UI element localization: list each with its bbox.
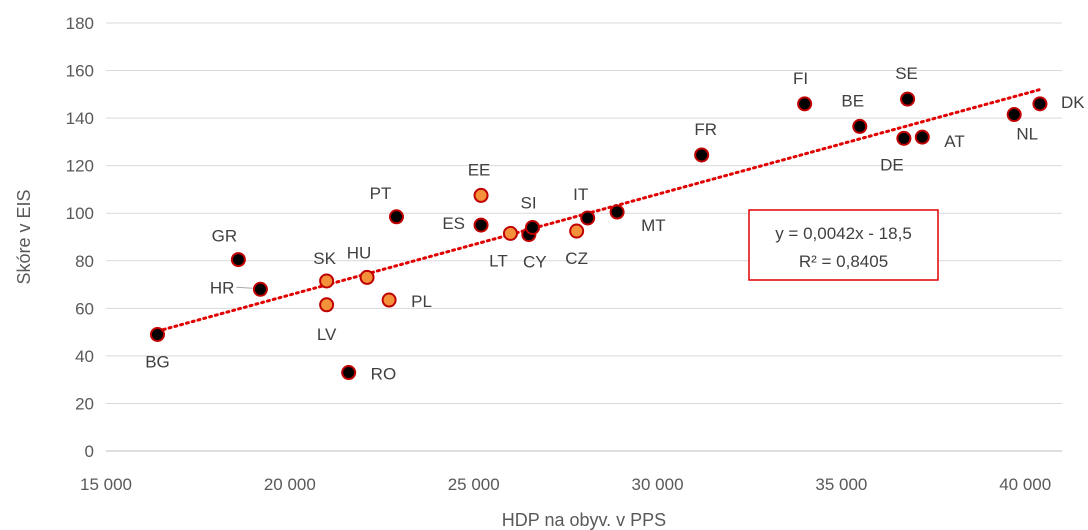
data-point-sk <box>319 273 335 289</box>
data-point-ro <box>341 365 357 381</box>
point-label-fi: FI <box>793 69 808 88</box>
point-label-cy: CY <box>523 253 547 272</box>
trendline-equation: y = 0,0042x - 18,5 <box>775 224 912 243</box>
point-label-si: SI <box>520 193 536 212</box>
point-label-ee: EE <box>468 160 491 179</box>
y-tick-label: 60 <box>75 299 94 318</box>
point-label-gr: GR <box>212 227 238 246</box>
point-label-it: IT <box>573 185 588 204</box>
data-point-nl <box>1006 107 1022 123</box>
data-point-mt <box>609 204 625 220</box>
equation-box: y = 0,0042x - 18,5 R² = 0,8405 <box>748 209 939 281</box>
data-point-se <box>900 91 916 107</box>
trendline-layer <box>155 88 1042 333</box>
data-point-it <box>580 210 596 226</box>
point-label-se: SE <box>895 64 918 83</box>
point-label-ro: RO <box>371 365 397 384</box>
data-point-lv <box>319 297 335 313</box>
point-label-bg: BG <box>145 352 170 371</box>
data-points <box>149 91 1048 381</box>
data-point-bg <box>149 326 165 342</box>
data-point-be <box>852 118 868 134</box>
data-point-at <box>914 129 930 145</box>
point-label-pl: PL <box>411 292 432 311</box>
data-point-fi <box>797 96 813 112</box>
x-tick-label: 25 000 <box>448 475 500 494</box>
tick-labels: 0 20 40 60 80 100 120 140 160 180 15 000 20 000 25 0… <box>66 14 1052 494</box>
data-point-dk <box>1032 96 1048 112</box>
point-label-cz: CZ <box>565 249 588 268</box>
x-tick-label: 40 000 <box>999 475 1051 494</box>
trendline <box>155 88 1042 333</box>
point-label-hu: HU <box>347 243 372 262</box>
point-label-mt: MT <box>641 216 666 235</box>
x-tick-label: 35 000 <box>815 475 867 494</box>
data-point-hu <box>359 269 375 285</box>
data-point-fr <box>694 147 710 163</box>
x-tick-label: 15 000 <box>80 475 132 494</box>
y-tick-label: 120 <box>66 157 94 176</box>
data-point-pt <box>388 209 404 225</box>
y-tick-label: 140 <box>66 109 94 128</box>
point-label-at: AT <box>944 132 964 151</box>
point-labels: BG GR HR SK LV RO HU PL PT EE ES LT CY SI CZ IT MT FR FI BE… <box>145 64 1085 383</box>
y-tick-label: 0 <box>85 442 94 461</box>
r-squared-value: R² = 0,8405 <box>799 252 888 271</box>
data-point-hr <box>252 281 268 297</box>
data-point-si <box>525 219 541 235</box>
x-axis-title: HDP na obyv. v PPS <box>502 510 666 530</box>
point-label-nl: NL <box>1016 125 1038 144</box>
point-label-es: ES <box>442 214 465 233</box>
y-tick-label: 80 <box>75 252 94 271</box>
point-label-sk: SK <box>313 249 336 268</box>
y-tick-label: 100 <box>66 204 94 223</box>
x-tick-label: 30 000 <box>632 475 684 494</box>
data-point-gr <box>230 252 246 268</box>
point-label-dk: DK <box>1061 93 1085 112</box>
point-label-lv: LV <box>317 325 337 344</box>
data-point-cz <box>569 223 585 239</box>
point-label-be: BE <box>841 91 864 110</box>
point-label-fr: FR <box>694 120 717 139</box>
point-label-lt: LT <box>489 251 508 270</box>
y-tick-label: 20 <box>75 394 94 413</box>
y-tick-label: 180 <box>66 14 94 33</box>
y-tick-label: 40 <box>75 347 94 366</box>
data-point-lt <box>502 225 518 241</box>
point-label-de: DE <box>880 155 904 174</box>
point-label-hr: HR <box>210 278 235 297</box>
hr-leader-line <box>236 286 253 289</box>
data-point-de <box>896 130 912 146</box>
data-point-ee <box>473 187 489 203</box>
y-axis-title: Skóre v EIS <box>14 189 34 284</box>
data-point-pl <box>381 292 397 308</box>
y-tick-label: 160 <box>66 62 94 81</box>
x-tick-label: 20 000 <box>264 475 316 494</box>
equation-box-frame <box>748 209 939 281</box>
point-label-pt: PT <box>370 184 392 203</box>
data-point-es <box>473 217 489 233</box>
